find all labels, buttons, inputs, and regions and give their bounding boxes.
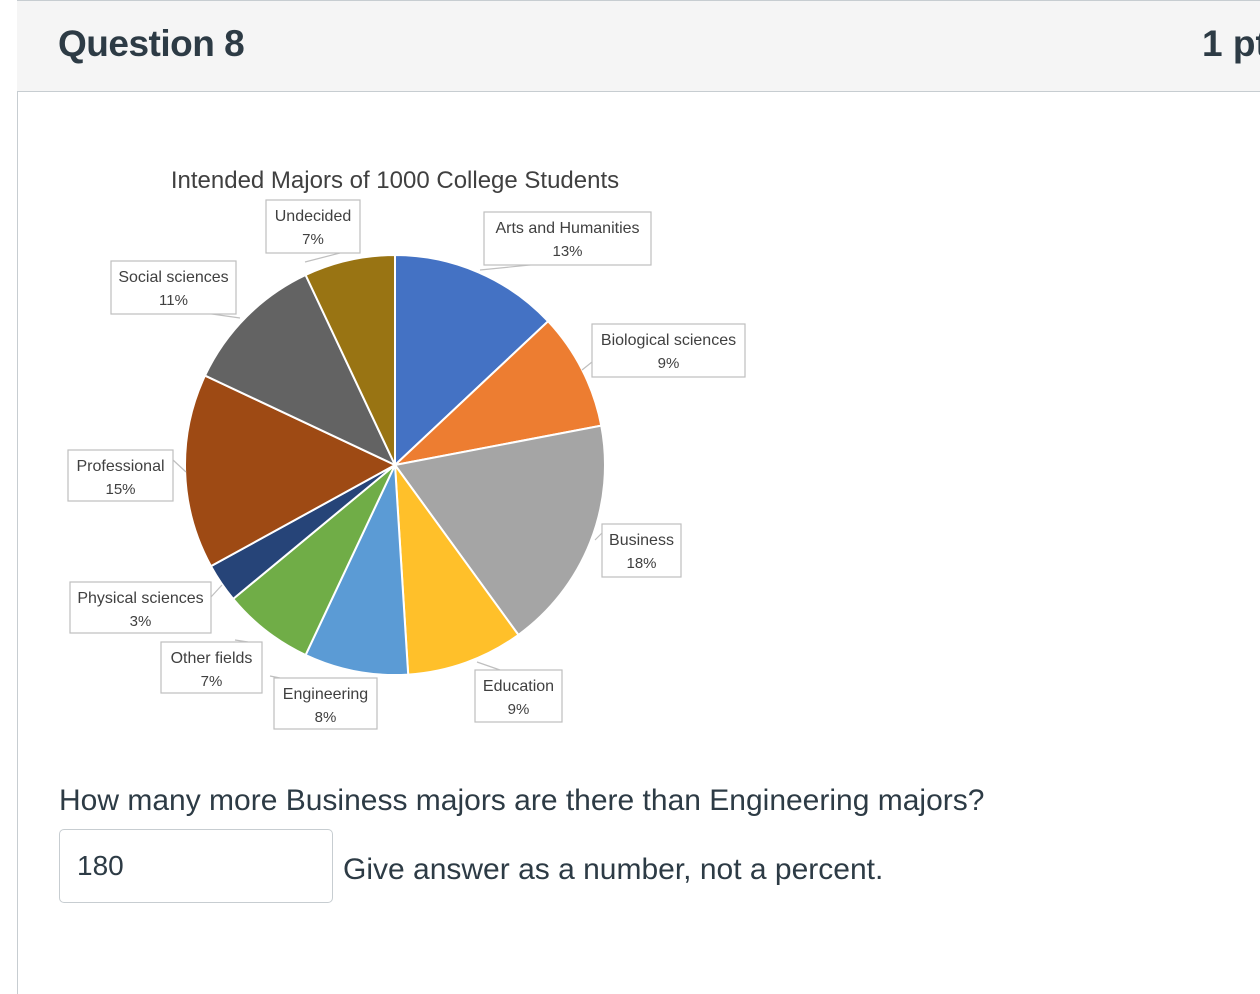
question-prompt: How many more Business majors are there … — [59, 784, 985, 817]
question-frame — [17, 0, 1260, 994]
answer-input[interactable] — [59, 829, 333, 903]
question-points: 1 pt — [1202, 23, 1260, 64]
answer-hint: Give answer as a number, not a percent. — [343, 853, 884, 886]
question-header: Question 8 1 pt — [17, 1, 1260, 92]
question-title: Question 8 — [58, 23, 245, 64]
